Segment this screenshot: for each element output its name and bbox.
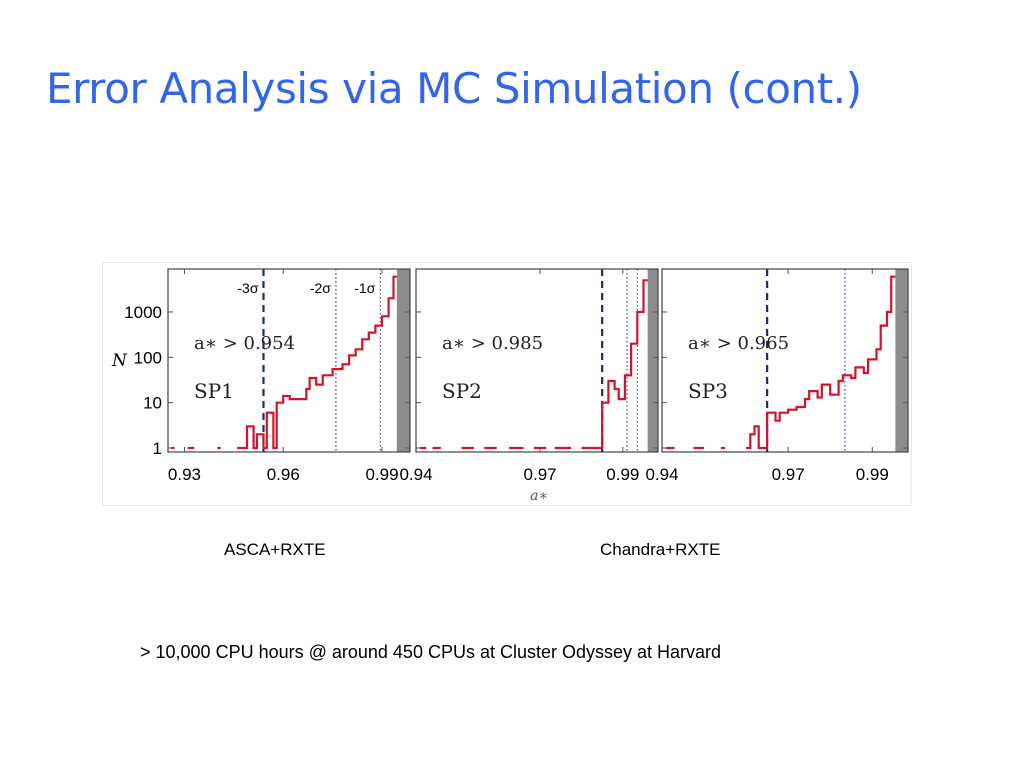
panel-sp2-x-tick-label-0: 0.94 — [399, 465, 432, 484]
panel-sp1-annotation: a∗ > 0.954 — [194, 333, 295, 354]
panel-sp1-shaded-region — [396, 269, 410, 452]
panel-sp2-x-tick-label-2: 0.99 — [606, 465, 639, 484]
slide-title: Error Analysis via MC Simulation (cont.) — [46, 64, 862, 113]
panel-sp2-frame — [415, 268, 659, 453]
caption-chandra-rxte: Chandra+RXTE — [600, 540, 721, 559]
y-tick-label-2: 100 — [134, 348, 162, 367]
panel-sp3-x-tick-label-1: 0.97 — [772, 465, 805, 484]
panel-sp3-label: SP3 — [688, 379, 728, 403]
panel-sp3-annotation: a∗ > 0.965 — [688, 333, 789, 354]
panel-sp1-x-tick-label-1: 0.96 — [267, 465, 300, 484]
panel-sp2-annotation: a∗ > 0.985 — [442, 333, 543, 354]
panel-sp3-x-tick-label-2: 0.99 — [856, 465, 889, 484]
panel-sp3-histogram-step-3 — [746, 275, 896, 450]
panel-sp1-label: SP1 — [194, 379, 234, 403]
y-tick-label-0: 1 — [153, 439, 162, 458]
panel-sp1-sigma-label-0: -3σ — [237, 280, 258, 296]
y-axis-label: N — [111, 351, 128, 371]
histogram-chart: N 1 10 100 1000 0.93 0.96 0.99 -3σ -2σ -1σ a∗ > 0.9… — [102, 262, 912, 506]
panel-sp2-x-tick-label-1: 0.97 — [524, 465, 557, 484]
caption-asca-rxte: ASCA+RXTE — [224, 540, 326, 559]
y-tick-label-1: 10 — [143, 394, 162, 413]
panel-sp1-sigma-label-1: -2σ — [310, 280, 331, 296]
panel-sp2-shaded-region — [647, 269, 658, 452]
panel-sp1-histogram-step-3 — [237, 275, 397, 450]
panel-sp2-histogram-step-7 — [581, 279, 648, 450]
panel-sp1-sigma-label-2: -1σ — [354, 280, 375, 296]
panel-sp2-label: SP2 — [442, 379, 482, 403]
panel-sp1-x-tick-label-2: 0.99 — [365, 465, 398, 484]
footnote: > 10,000 CPU hours @ around 450 CPUs at … — [140, 642, 722, 662]
figure-frame — [102, 262, 912, 506]
panel-sp3-shaded-region — [895, 269, 908, 452]
panel-sp1-x-tick-label-0: 0.93 — [168, 465, 201, 484]
histogram-figure: N 1 10 100 1000 0.93 0.96 0.99 -3σ -2σ -1σ a∗ > 0.9… — [102, 262, 912, 506]
panel-sp1-frame — [167, 268, 411, 453]
x-axis-label: a∗ — [530, 488, 548, 504]
panel-sp3-frame — [661, 268, 909, 453]
panel-sp3-x-tick-label-0: 0.94 — [645, 465, 678, 484]
y-tick-label-3: 1000 — [124, 303, 162, 322]
